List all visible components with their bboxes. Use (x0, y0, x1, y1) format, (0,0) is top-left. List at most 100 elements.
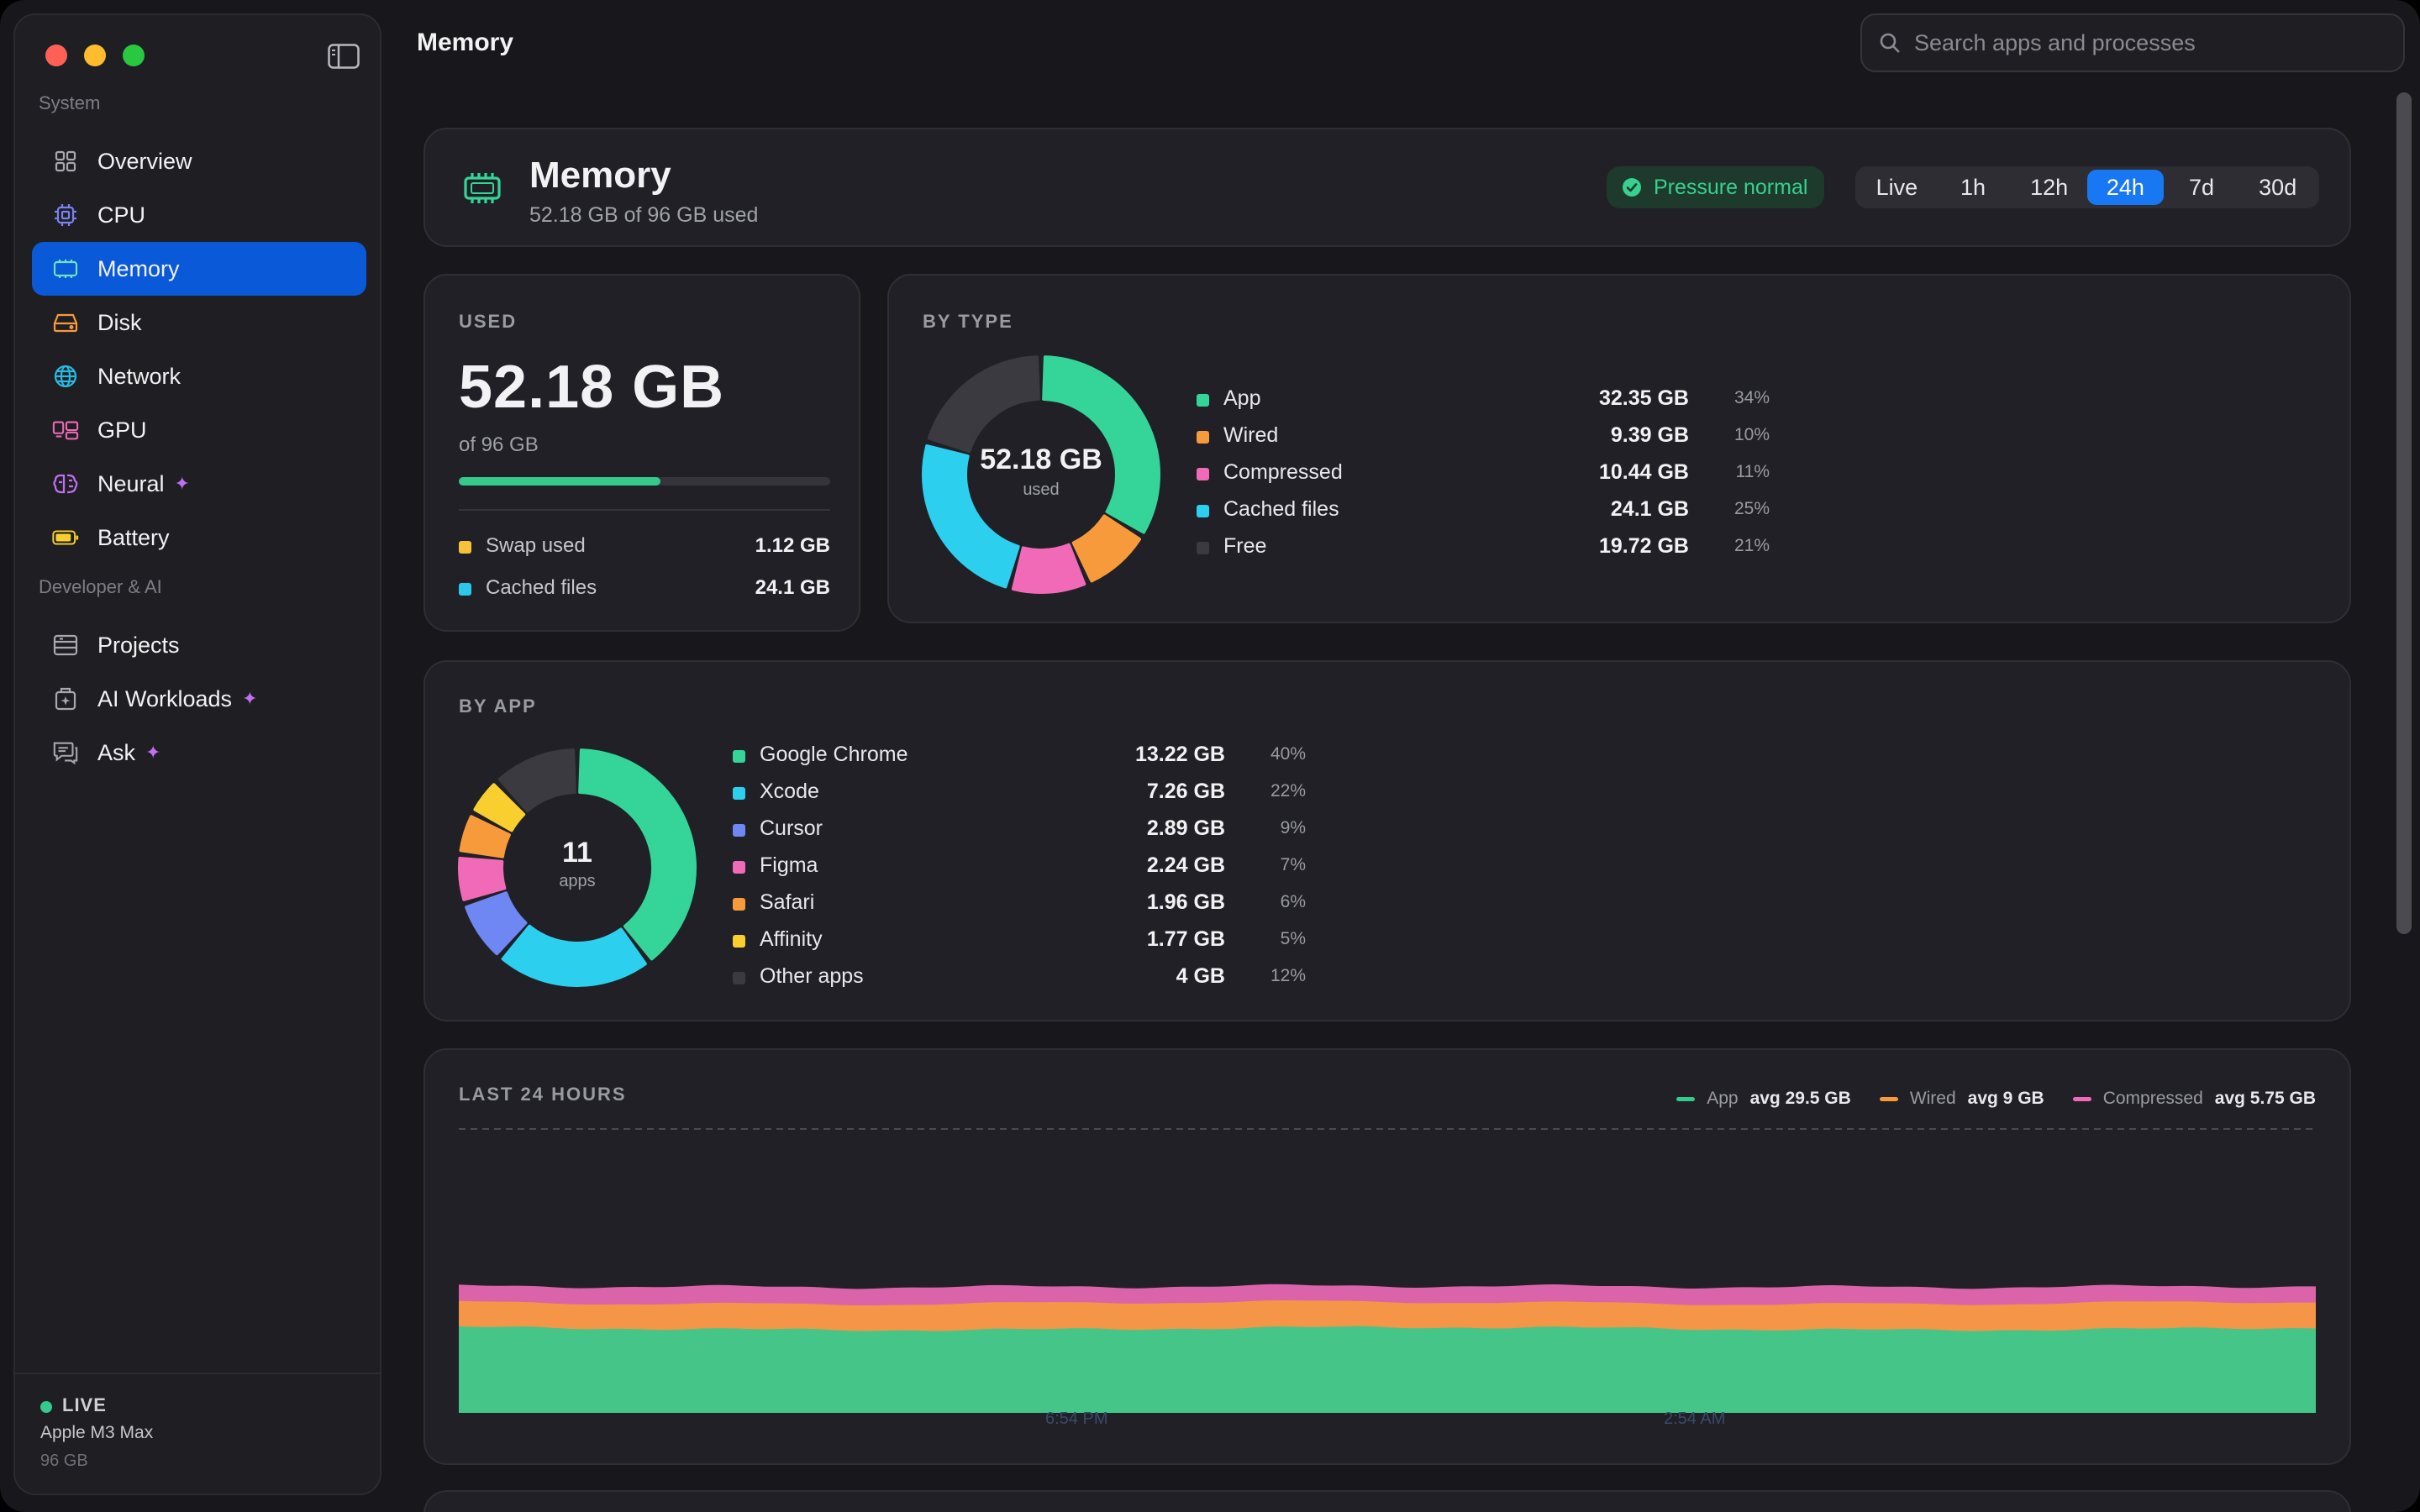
legend-series-avg: avg 9 GB (1967, 1089, 2044, 1108)
sidebar-item-battery[interactable]: Battery (32, 511, 366, 564)
type-slice-wired (1071, 514, 1141, 583)
legend-series-avg: avg 29.5 GB (1749, 1089, 1851, 1108)
legend-wired: Wired avg 9 GB (1879, 1089, 2044, 1109)
legend-label: Wired (1223, 423, 1279, 447)
total-ram: 96 GB (40, 1452, 88, 1470)
sidebar: System Overview CPU Memory Disk Network … (13, 13, 381, 1495)
sidebar-item-label: Neural (97, 470, 165, 496)
sidebar-item-label: Network (97, 363, 182, 389)
minimize-window-button[interactable] (84, 45, 106, 66)
memory-type-donut-chart (922, 355, 1160, 594)
legend-label: Affinity (760, 927, 823, 951)
legend-value: 7.26 GB (1146, 780, 1225, 803)
legend-percent: 6% (1280, 892, 1306, 911)
legend-swatch (733, 972, 745, 984)
legend-app: App avg 29.5 GB (1676, 1089, 1851, 1109)
legend-percent: 7% (1280, 855, 1306, 874)
legend-label: Cached files (1223, 497, 1339, 521)
next-card (424, 1490, 2351, 1512)
app-slice-other-apps (497, 748, 576, 813)
swap-used-row: Swap used 1.12 GB (459, 534, 830, 559)
disk-icon (52, 309, 79, 336)
legend-label: Free (1223, 534, 1267, 558)
legend-label: Safari (760, 890, 815, 914)
sidebar-item-label: Battery (97, 524, 170, 550)
stat-label: Cached files (486, 576, 597, 599)
legend-series-name: App (1707, 1089, 1739, 1108)
sidebar-item-label: Ask (97, 739, 136, 765)
sidebar-item-gpu[interactable]: GPU (32, 403, 366, 457)
sidebar-item-label: AI Workloads (97, 685, 233, 711)
legend-row: Compressed 10.44 GB 11% (1197, 460, 1770, 487)
legend-row: Wired 9.39 GB 10% (1197, 423, 1770, 450)
sidebar-item-overview[interactable]: Overview (32, 134, 366, 188)
memory-progress-fill (459, 477, 661, 486)
legend-percent: 22% (1270, 781, 1306, 801)
legend-row: Cached files 24.1 GB 25% (1197, 497, 1770, 524)
donut-center-label: apps (559, 872, 596, 890)
sidebar-toggle-icon[interactable] (328, 44, 360, 69)
legend-swatch (1676, 1096, 1696, 1101)
divider (459, 509, 830, 511)
memory-history-area-chart (459, 1128, 2316, 1413)
memory-progress-bar (459, 477, 830, 486)
cached-swatch (459, 583, 471, 596)
chat-icon (52, 739, 79, 766)
sidebar-item-ai-workloads[interactable]: AI Workloads ✦ (32, 672, 366, 726)
sidebar-item-label: Memory (97, 255, 180, 281)
legend-label: Cursor (760, 816, 823, 840)
x-tick-label: 2:54 AM (1664, 1410, 1726, 1428)
search-icon (1879, 32, 1901, 54)
zoom-window-button[interactable] (123, 45, 145, 66)
legend-label: Other apps (760, 964, 864, 988)
legend-swatch (1197, 468, 1209, 480)
donut-center-label: used (1023, 480, 1060, 499)
pressure-label: Pressure normal (1654, 175, 1808, 199)
legend-swatch (1197, 394, 1209, 407)
legend-compressed: Compressed avg 5.75 GB (2072, 1089, 2316, 1109)
sidebar-item-projects[interactable]: Projects (32, 618, 366, 672)
brain-icon (52, 470, 79, 497)
legend-row: Affinity 1.77 GB 5% (733, 927, 1306, 954)
search-input[interactable] (1912, 29, 2386, 57)
legend-percent: 21% (1733, 536, 1770, 555)
used-title: USED (459, 311, 518, 332)
sidebar-item-ask[interactable]: Ask ✦ (32, 726, 366, 780)
close-window-button[interactable] (45, 45, 67, 66)
battery-icon (52, 524, 79, 551)
last-24-title: LAST 24 HOURS (459, 1084, 627, 1105)
device-status: LIVE Apple M3 Max 96 GB (15, 1373, 380, 1494)
legend-value: 4 GB (1176, 964, 1225, 988)
range-1h-button[interactable]: 1h (1960, 174, 1986, 200)
range-7d-button[interactable]: 7d (2189, 174, 2215, 200)
search-box[interactable] (1860, 13, 2405, 72)
sidebar-item-network[interactable]: Network (32, 349, 366, 403)
sidebar-item-neural[interactable]: Neural ✦ (32, 457, 366, 511)
legend-swatch (733, 898, 745, 911)
legend-label: Xcode (760, 780, 819, 803)
app-memory-donut-chart (458, 748, 697, 987)
legend-swatch (733, 824, 745, 837)
used-total: of 96 GB (459, 433, 539, 456)
scrollbar-thumb[interactable] (2396, 92, 2412, 934)
live-label: LIVE (62, 1394, 107, 1415)
legend-swatch (733, 787, 745, 800)
legend-swatch (733, 861, 745, 874)
range-30d-button[interactable]: 30d (2259, 174, 2297, 200)
range-24h-button[interactable]: 24h (2087, 170, 2164, 205)
range-live-button[interactable]: Live (1876, 174, 1918, 200)
sidebar-item-memory[interactable]: Memory (32, 242, 366, 296)
sidebar-item-cpu[interactable]: CPU (32, 188, 366, 242)
gpu-icon (52, 417, 79, 444)
legend-label: Compressed (1223, 460, 1343, 484)
sidebar-item-label: Overview (97, 148, 192, 174)
legend-row: Free 19.72 GB 21% (1197, 534, 1770, 561)
legend-row: Cursor 2.89 GB 9% (733, 816, 1306, 843)
sidebar-item-disk[interactable]: Disk (32, 296, 366, 349)
range-12h-button[interactable]: 12h (2030, 174, 2069, 200)
memory-title: Memory (529, 155, 671, 196)
sparkle-icon: ✦ (242, 688, 258, 709)
legend-label: Google Chrome (760, 743, 908, 766)
legend-percent: 12% (1270, 966, 1306, 985)
